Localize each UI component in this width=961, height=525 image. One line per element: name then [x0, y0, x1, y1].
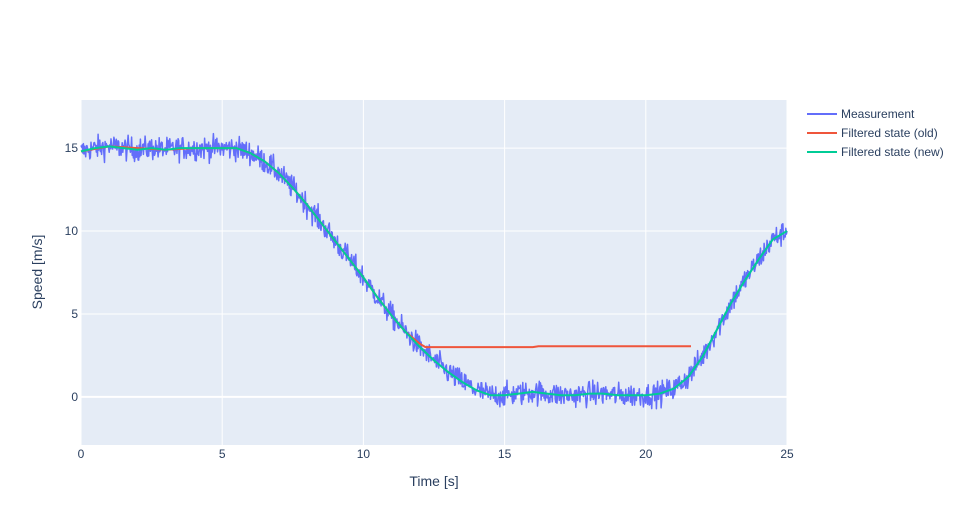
x-tick-label: 20 — [639, 447, 653, 461]
x-tick-label: 0 — [78, 447, 85, 461]
legend-label: Filtered state (old) — [841, 126, 938, 140]
y-tick-label: 0 — [71, 390, 78, 404]
legend-label: Measurement — [841, 107, 915, 121]
y-tick-label: 5 — [71, 307, 78, 321]
legend-item[interactable]: Measurement — [807, 107, 915, 121]
y-axis-title: Speed [m/s] — [29, 235, 45, 310]
series-line-filtered-state-new — [80, 145, 788, 397]
x-axis-ticks: 0 5 10 15 20 25 — [78, 447, 794, 461]
series-lines — [80, 132, 788, 410]
legend-item[interactable]: Filtered state (new) — [807, 145, 944, 159]
y-tick-label: 15 — [65, 141, 79, 155]
x-tick-label: 25 — [780, 447, 794, 461]
legend-label: Filtered state (new) — [841, 145, 944, 159]
y-axis-ticks: 0 5 10 15 — [65, 141, 79, 404]
legend[interactable]: Measurement Filtered state (old) Filtered … — [807, 107, 944, 159]
y-tick-label: 10 — [65, 224, 79, 238]
x-tick-label: 5 — [219, 447, 226, 461]
x-tick-label: 15 — [498, 447, 512, 461]
x-axis-title: Time [s] — [409, 473, 458, 489]
legend-item[interactable]: Filtered state (old) — [807, 126, 938, 140]
x-tick-label: 10 — [357, 447, 371, 461]
